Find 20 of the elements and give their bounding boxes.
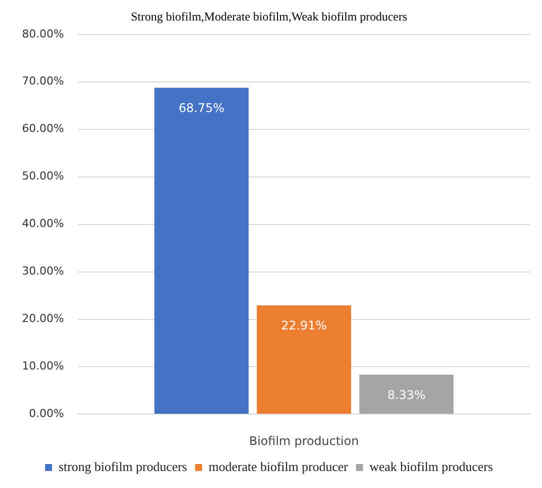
y-tick-label: 20.00% — [22, 312, 64, 326]
bar — [154, 88, 249, 414]
y-tick-label: 70.00% — [22, 74, 64, 88]
chart-title: Strong biofilm,Moderate biofilm,Weak biofilm producers — [130, 9, 408, 24]
bar — [359, 374, 454, 414]
y-tick-label: 60.00% — [22, 122, 64, 136]
y-tick-label: 30.00% — [22, 264, 64, 278]
x-axis-title: Biofilm production — [249, 434, 359, 448]
legend-label: strong biofilm producers — [58, 458, 188, 474]
y-tick-label: 40.00% — [22, 217, 64, 230]
y-tick-label: 50.00% — [22, 170, 64, 183]
data-label: 22.91% — [281, 318, 327, 333]
data-label: 68.75% — [178, 100, 224, 115]
y-tick-label: 10.00% — [22, 360, 64, 373]
y-tick-label: 0.00% — [28, 407, 64, 420]
legend-label: moderate biofilm producer — [208, 458, 349, 474]
y-tick-label: 80.00% — [22, 27, 64, 40]
legend-label: weak biofilm producers — [369, 458, 493, 474]
data-label: 8.33% — [387, 388, 426, 402]
bar — [256, 305, 352, 414]
